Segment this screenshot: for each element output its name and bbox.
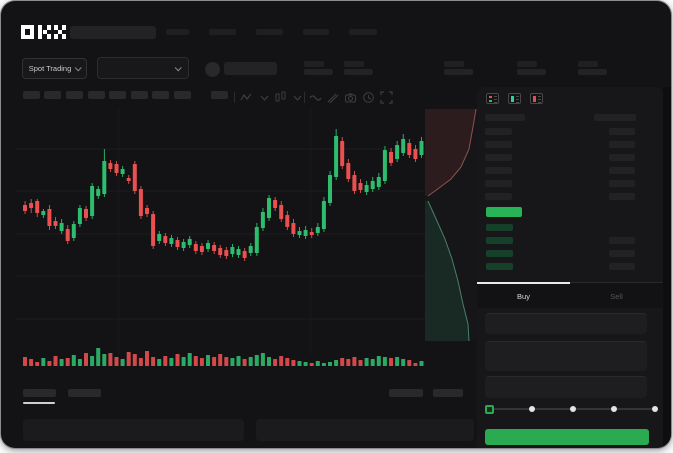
chevron-down-icon[interactable] [291,91,304,104]
order-panel: Buy Sell [477,87,663,448]
bottom-tab-placeholder[interactable] [68,389,101,397]
history-panel-placeholder [256,419,474,441]
ask-row-amount-bar[interactable] [609,167,635,174]
okx-logo-icon [21,25,66,39]
stat-24h-placeholder [444,61,473,75]
bid-row-price-bar[interactable] [486,263,513,270]
camera-snapshot-icon[interactable] [344,91,357,104]
bid-row-amount-bar[interactable] [609,237,635,244]
tab-sell[interactable]: Sell [610,291,623,301]
bid-row-price-bar[interactable] [486,224,513,231]
ask-row-price-bar[interactable] [485,141,512,148]
last-price-highlight[interactable] [486,207,522,217]
interval-button-placeholder[interactable] [152,91,169,99]
interval-button-placeholder[interactable] [211,91,228,99]
candlestick-chart[interactable] [15,109,427,369]
bid-row-amount-bar[interactable] [609,250,635,257]
nav-item-placeholder[interactable] [209,29,236,35]
ask-row-amount-bar[interactable] [609,141,635,148]
book-all-icon[interactable] [486,93,499,104]
nav-item-placeholder[interactable] [166,29,189,35]
book-buys-icon[interactable] [508,93,521,104]
market-type-selector[interactable]: Spot Trading [22,58,87,79]
draw-pencil-icon[interactable] [326,91,339,104]
bottom-action-placeholder[interactable] [433,389,463,397]
last-price-placeholder [224,62,277,75]
coin-avatar [205,62,220,77]
interval-button-placeholder[interactable] [23,91,40,99]
depth-chart[interactable] [425,109,479,341]
zigzag-indicator-icon[interactable] [240,91,253,104]
nav-item-placeholder[interactable] [303,29,329,35]
orders-panel-placeholder [23,419,244,441]
divider [234,92,235,103]
ask-row-price-bar[interactable] [485,180,512,187]
active-tab-indicator [477,282,570,284]
ask-row-amount-bar[interactable] [609,193,635,200]
tab-buy[interactable]: Buy [517,291,530,301]
market-type-label: Spot Trading [28,64,72,73]
bottom-action-placeholder[interactable] [389,389,423,397]
bid-row-price-bar[interactable] [486,237,513,244]
interval-button-placeholder[interactable] [109,91,126,99]
bid-row-price-bar[interactable] [486,250,513,257]
interval-button-placeholder[interactable] [44,91,61,99]
nav-item-placeholder[interactable] [256,29,283,35]
candle-type-icon[interactable] [274,91,287,104]
pair-selector-dropdown[interactable] [97,57,189,79]
slider-stop[interactable] [570,406,576,412]
slider-stop[interactable] [652,406,658,412]
slider-stop-selected[interactable] [485,405,494,414]
chevron-down-icon [74,64,83,72]
wave-overlay-icon[interactable] [309,91,322,104]
stat-24h-placeholder [517,61,546,75]
book-sells-icon[interactable] [530,93,543,104]
active-tab-underline [23,402,55,404]
panel-right-gutter [663,87,671,448]
okx-logo[interactable] [21,25,67,39]
amount-input-placeholder[interactable] [485,341,647,371]
book-header-placeholder [485,114,525,121]
ask-row-price-bar[interactable] [485,154,512,161]
order-tabs: Buy Sell [477,282,663,308]
ask-row-amount-bar[interactable] [609,154,635,161]
nav-item-placeholder[interactable] [349,29,377,35]
interval-button-placeholder[interactable] [88,91,105,99]
ask-row-amount-bar[interactable] [609,180,635,187]
ask-row-price-bar[interactable] [485,167,512,174]
slider-stop[interactable] [611,406,617,412]
interval-button-placeholder[interactable] [174,91,191,99]
interval-button-placeholder[interactable] [66,91,83,99]
divider [304,92,305,103]
ask-row-price-bar[interactable] [485,193,512,200]
ask-row-price-bar[interactable] [485,128,512,135]
slider-stop[interactable] [529,406,535,412]
buy-submit-button[interactable] [485,429,649,445]
stat-24h-placeholder [344,61,373,75]
bid-row-amount-bar[interactable] [609,263,635,270]
chevron-down-icon[interactable] [258,91,271,104]
book-header-placeholder [594,114,636,121]
bottom-tab-active-placeholder[interactable] [23,389,56,397]
interval-button-placeholder[interactable] [131,91,148,99]
pair-title-placeholder [70,26,156,39]
ask-row-amount-bar[interactable] [609,128,635,135]
chevron-down-icon [174,63,182,71]
stat-24h-placeholder [578,61,607,75]
fullscreen-expand-icon[interactable] [380,91,393,104]
total-input-placeholder[interactable] [485,376,647,398]
price-input-placeholder[interactable] [485,313,647,334]
history-clock-icon[interactable] [362,91,375,104]
stat-24h-placeholder [304,61,333,75]
